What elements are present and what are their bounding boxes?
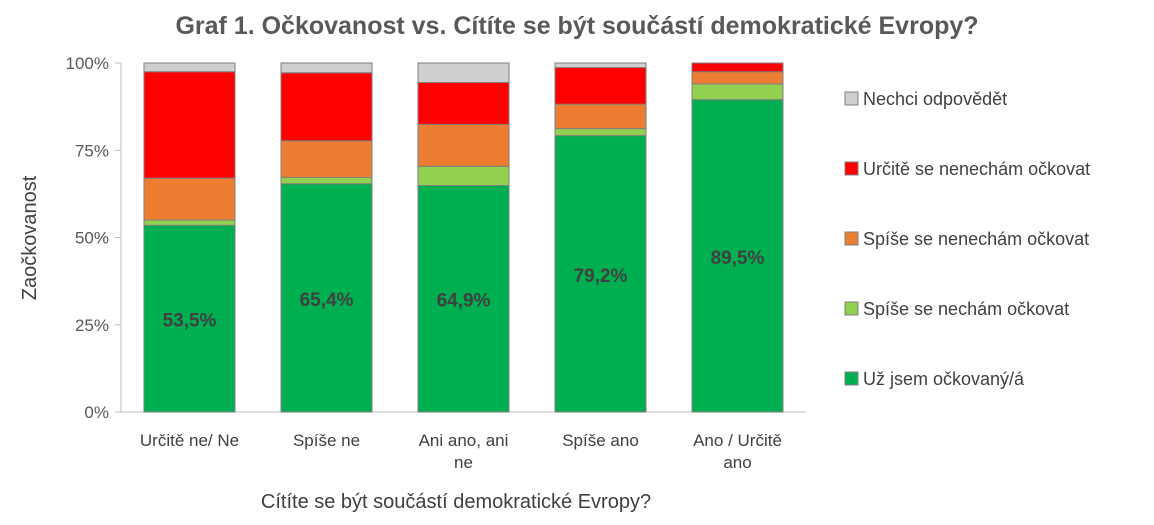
legend-swatch [844,371,859,386]
y-tick-label: 100% [66,54,109,73]
bar-segment [554,128,647,137]
legend-label: Nechci odpovědět [863,89,1007,109]
bar-segment [417,184,510,413]
bar-segment [417,82,510,125]
x-tick-label: Určitě ne/ Ne [140,431,239,450]
axes: 0% 25% 50% 75% 100% Určitě ne/ Ne Spíše ne Ani … [66,54,806,472]
data-label: 79,2% [574,266,628,287]
chart-title: Graf 1. Očkovanost vs. Cítíte se být sou… [175,12,978,40]
x-tick-label: Spíše ne [293,431,360,450]
bar-segment [417,62,510,84]
bar-segment [143,224,236,413]
bar-segment [143,219,236,226]
data-label: 65,4% [300,290,354,311]
y-tick-label: 50% [75,229,109,248]
y-tick-label: 0% [84,403,109,422]
bar-segment [691,62,784,73]
data-label: 89,5% [711,248,765,269]
x-tick-label: Ani ano, ani ne [419,431,509,472]
bar-segment [280,62,373,74]
bar-segment [143,177,236,221]
legend-swatch [844,301,859,316]
bar-segment [554,67,647,105]
data-label: 53,5% [163,311,217,332]
bar-segment [143,62,236,73]
data-label: 64,9% [437,291,491,312]
x-axis-label: Cítíte se být součástí demokratické Evro… [261,491,651,513]
y-tick-label: 25% [75,316,109,335]
legend-label: Spíše se nechám očkovat [863,299,1069,319]
data-labels: 53,5% 65,4% 64,9% 79,2% 89,5% [163,248,765,332]
bar-segment [280,183,373,413]
bar-segment [554,135,647,413]
legend: Nechci odpovědět Určitě se nenechám očkov… [844,89,1090,389]
bar-segment [691,83,784,101]
bars [143,62,784,413]
legend-label: Spíše se nenechám očkovat [863,229,1089,249]
y-tick-label: 75% [75,141,109,160]
bar-segment [280,176,373,185]
bar-segment [280,140,373,178]
bar-segment [280,72,373,142]
legend-swatch [844,91,859,106]
bar-segment [691,99,784,413]
bar-segment [143,71,236,179]
legend-swatch [844,161,859,176]
bar-segment [554,103,647,130]
legend-label: Už jsem očkovaný/á [863,369,1025,389]
x-tick-label: Spíše ano [562,431,639,450]
bar-segment [417,123,510,167]
legend-label: Určitě se nenechám očkovat [863,159,1090,179]
bar-segment [554,62,647,69]
y-axis-label: Zaočkovanost [19,175,41,300]
legend-swatch [844,231,859,246]
x-tick-label: Ano / Určitě ano [693,431,782,472]
bar-segment [691,71,784,85]
bar-segment [417,165,510,186]
